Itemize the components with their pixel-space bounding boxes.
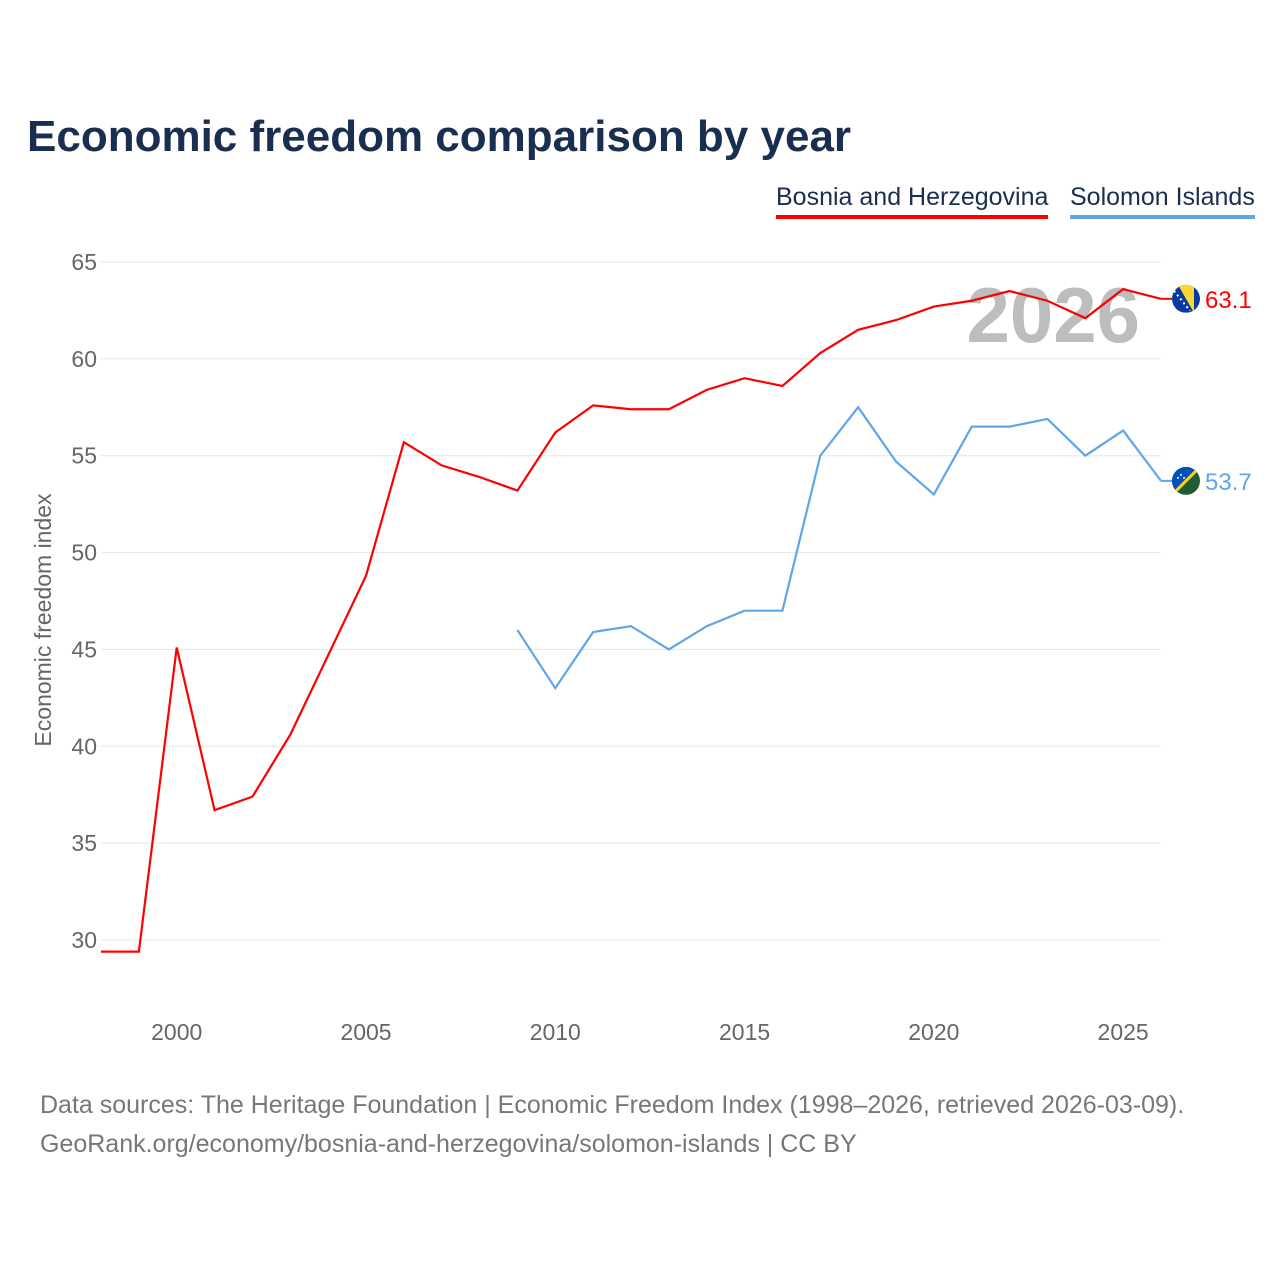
source-line: Data sources: The Heritage Foundation | … (40, 1091, 1185, 1119)
data-point[interactable] (893, 317, 899, 323)
data-point[interactable] (628, 406, 634, 412)
data-point[interactable] (136, 949, 142, 955)
end-value-label: 63.1 (1205, 287, 1252, 314)
data-point[interactable] (98, 949, 104, 955)
data-point[interactable] (742, 608, 748, 614)
data-point[interactable] (1082, 315, 1088, 321)
y-tick-label: 65 (71, 249, 97, 275)
y-tick-label: 30 (71, 927, 97, 953)
data-point[interactable] (855, 404, 861, 410)
data-point[interactable] (1007, 424, 1013, 430)
y-tick-label: 40 (71, 733, 97, 759)
data-point[interactable] (666, 406, 672, 412)
data-point[interactable] (969, 424, 975, 430)
data-point[interactable] (552, 429, 558, 435)
data-point[interactable] (779, 608, 785, 614)
data-point[interactable] (704, 623, 710, 629)
data-point[interactable] (742, 375, 748, 381)
data-point[interactable] (855, 327, 861, 333)
data-point[interactable] (514, 488, 520, 494)
data-point[interactable] (1007, 288, 1013, 294)
url-line[interactable]: GeoRank.org/economy/bosnia-and-herzegovi… (40, 1130, 857, 1158)
end-value-label: 53.7 (1205, 469, 1252, 496)
y-tick-label: 55 (71, 443, 97, 469)
legend-solomon-islands[interactable]: Solomon Islands (1070, 183, 1255, 219)
y-tick-label: 35 (71, 830, 97, 856)
data-point[interactable] (552, 685, 558, 691)
y-tick-label: 60 (71, 346, 97, 372)
data-point[interactable] (590, 402, 596, 408)
data-point[interactable] (401, 439, 407, 445)
y-axis-label: Economic freedom index (30, 493, 56, 747)
legend-bosnia[interactable]: Bosnia and Herzegovina (776, 183, 1049, 219)
data-point[interactable] (249, 794, 255, 800)
data-point[interactable] (590, 629, 596, 635)
year-watermark: 2026 (966, 271, 1140, 359)
data-point[interactable] (439, 462, 445, 468)
data-point[interactable] (1120, 428, 1126, 434)
data-point[interactable] (1082, 453, 1088, 459)
data-point[interactable] (363, 573, 369, 579)
data-point[interactable] (628, 623, 634, 629)
x-tick-label: 2010 (530, 1019, 581, 1045)
series-line-1[interactable] (516, 405, 1162, 691)
data-point[interactable] (477, 474, 483, 480)
bosnia-flag-icon (1172, 284, 1200, 313)
data-point[interactable] (325, 652, 331, 658)
data-point[interactable] (174, 644, 180, 650)
data-point[interactable] (931, 304, 937, 310)
data-point[interactable] (931, 491, 937, 497)
footer: Data sources: The Heritage Foundation | … (40, 1086, 1184, 1164)
data-point[interactable] (666, 646, 672, 652)
data-point[interactable] (514, 627, 520, 633)
solomon-islands-flag-icon (1172, 466, 1200, 495)
data-point[interactable] (969, 298, 975, 304)
x-tick-label: 2015 (719, 1019, 770, 1045)
data-point[interactable] (704, 387, 710, 393)
data-point[interactable] (1120, 286, 1126, 292)
data-point[interactable] (1044, 416, 1050, 422)
y-tick-label: 45 (71, 636, 97, 662)
y-tick-label: 50 (71, 540, 97, 566)
data-point[interactable] (893, 459, 899, 465)
x-tick-label: 2000 (151, 1019, 202, 1045)
x-tick-label: 2025 (1098, 1019, 1149, 1045)
series-line-0[interactable] (101, 287, 1162, 953)
chart-title: Economic freedom comparison by year (27, 112, 852, 161)
data-point[interactable] (1044, 298, 1050, 304)
x-tick-label: 2005 (340, 1019, 391, 1045)
x-tick-label: 2020 (908, 1019, 959, 1045)
data-point[interactable] (287, 732, 293, 738)
data-point[interactable] (779, 383, 785, 389)
data-point[interactable] (817, 350, 823, 356)
data-point[interactable] (212, 807, 218, 813)
data-point[interactable] (817, 453, 823, 459)
